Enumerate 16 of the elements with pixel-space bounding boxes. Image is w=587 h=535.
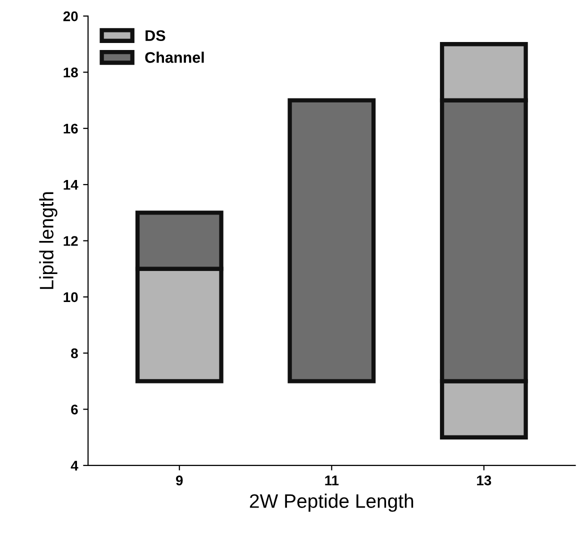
y-tick-label: 16 — [64, 124, 78, 134]
y-tick-label: 10 — [64, 292, 78, 302]
x-tick-label: 9 — [176, 476, 183, 486]
x-tick-label: 11 — [325, 476, 339, 486]
y-tick-label: 4 — [70, 460, 78, 470]
y-tick-label: 12 — [64, 236, 78, 246]
legend-label: DS — [146, 30, 166, 42]
y-axis-title: Lipid length — [39, 192, 58, 289]
y-tick-label: 14 — [64, 180, 78, 190]
y-tick-label: 20 — [63, 11, 78, 22]
y-tick-label: 8 — [71, 348, 78, 358]
y-tick-label: 6 — [71, 404, 78, 414]
legend-label: Channel — [145, 52, 204, 63]
y-tick-label: 18 — [64, 68, 78, 78]
x-tick-label: 13 — [477, 476, 492, 486]
x-axis-title: 2W Peptide Length — [250, 494, 414, 512]
